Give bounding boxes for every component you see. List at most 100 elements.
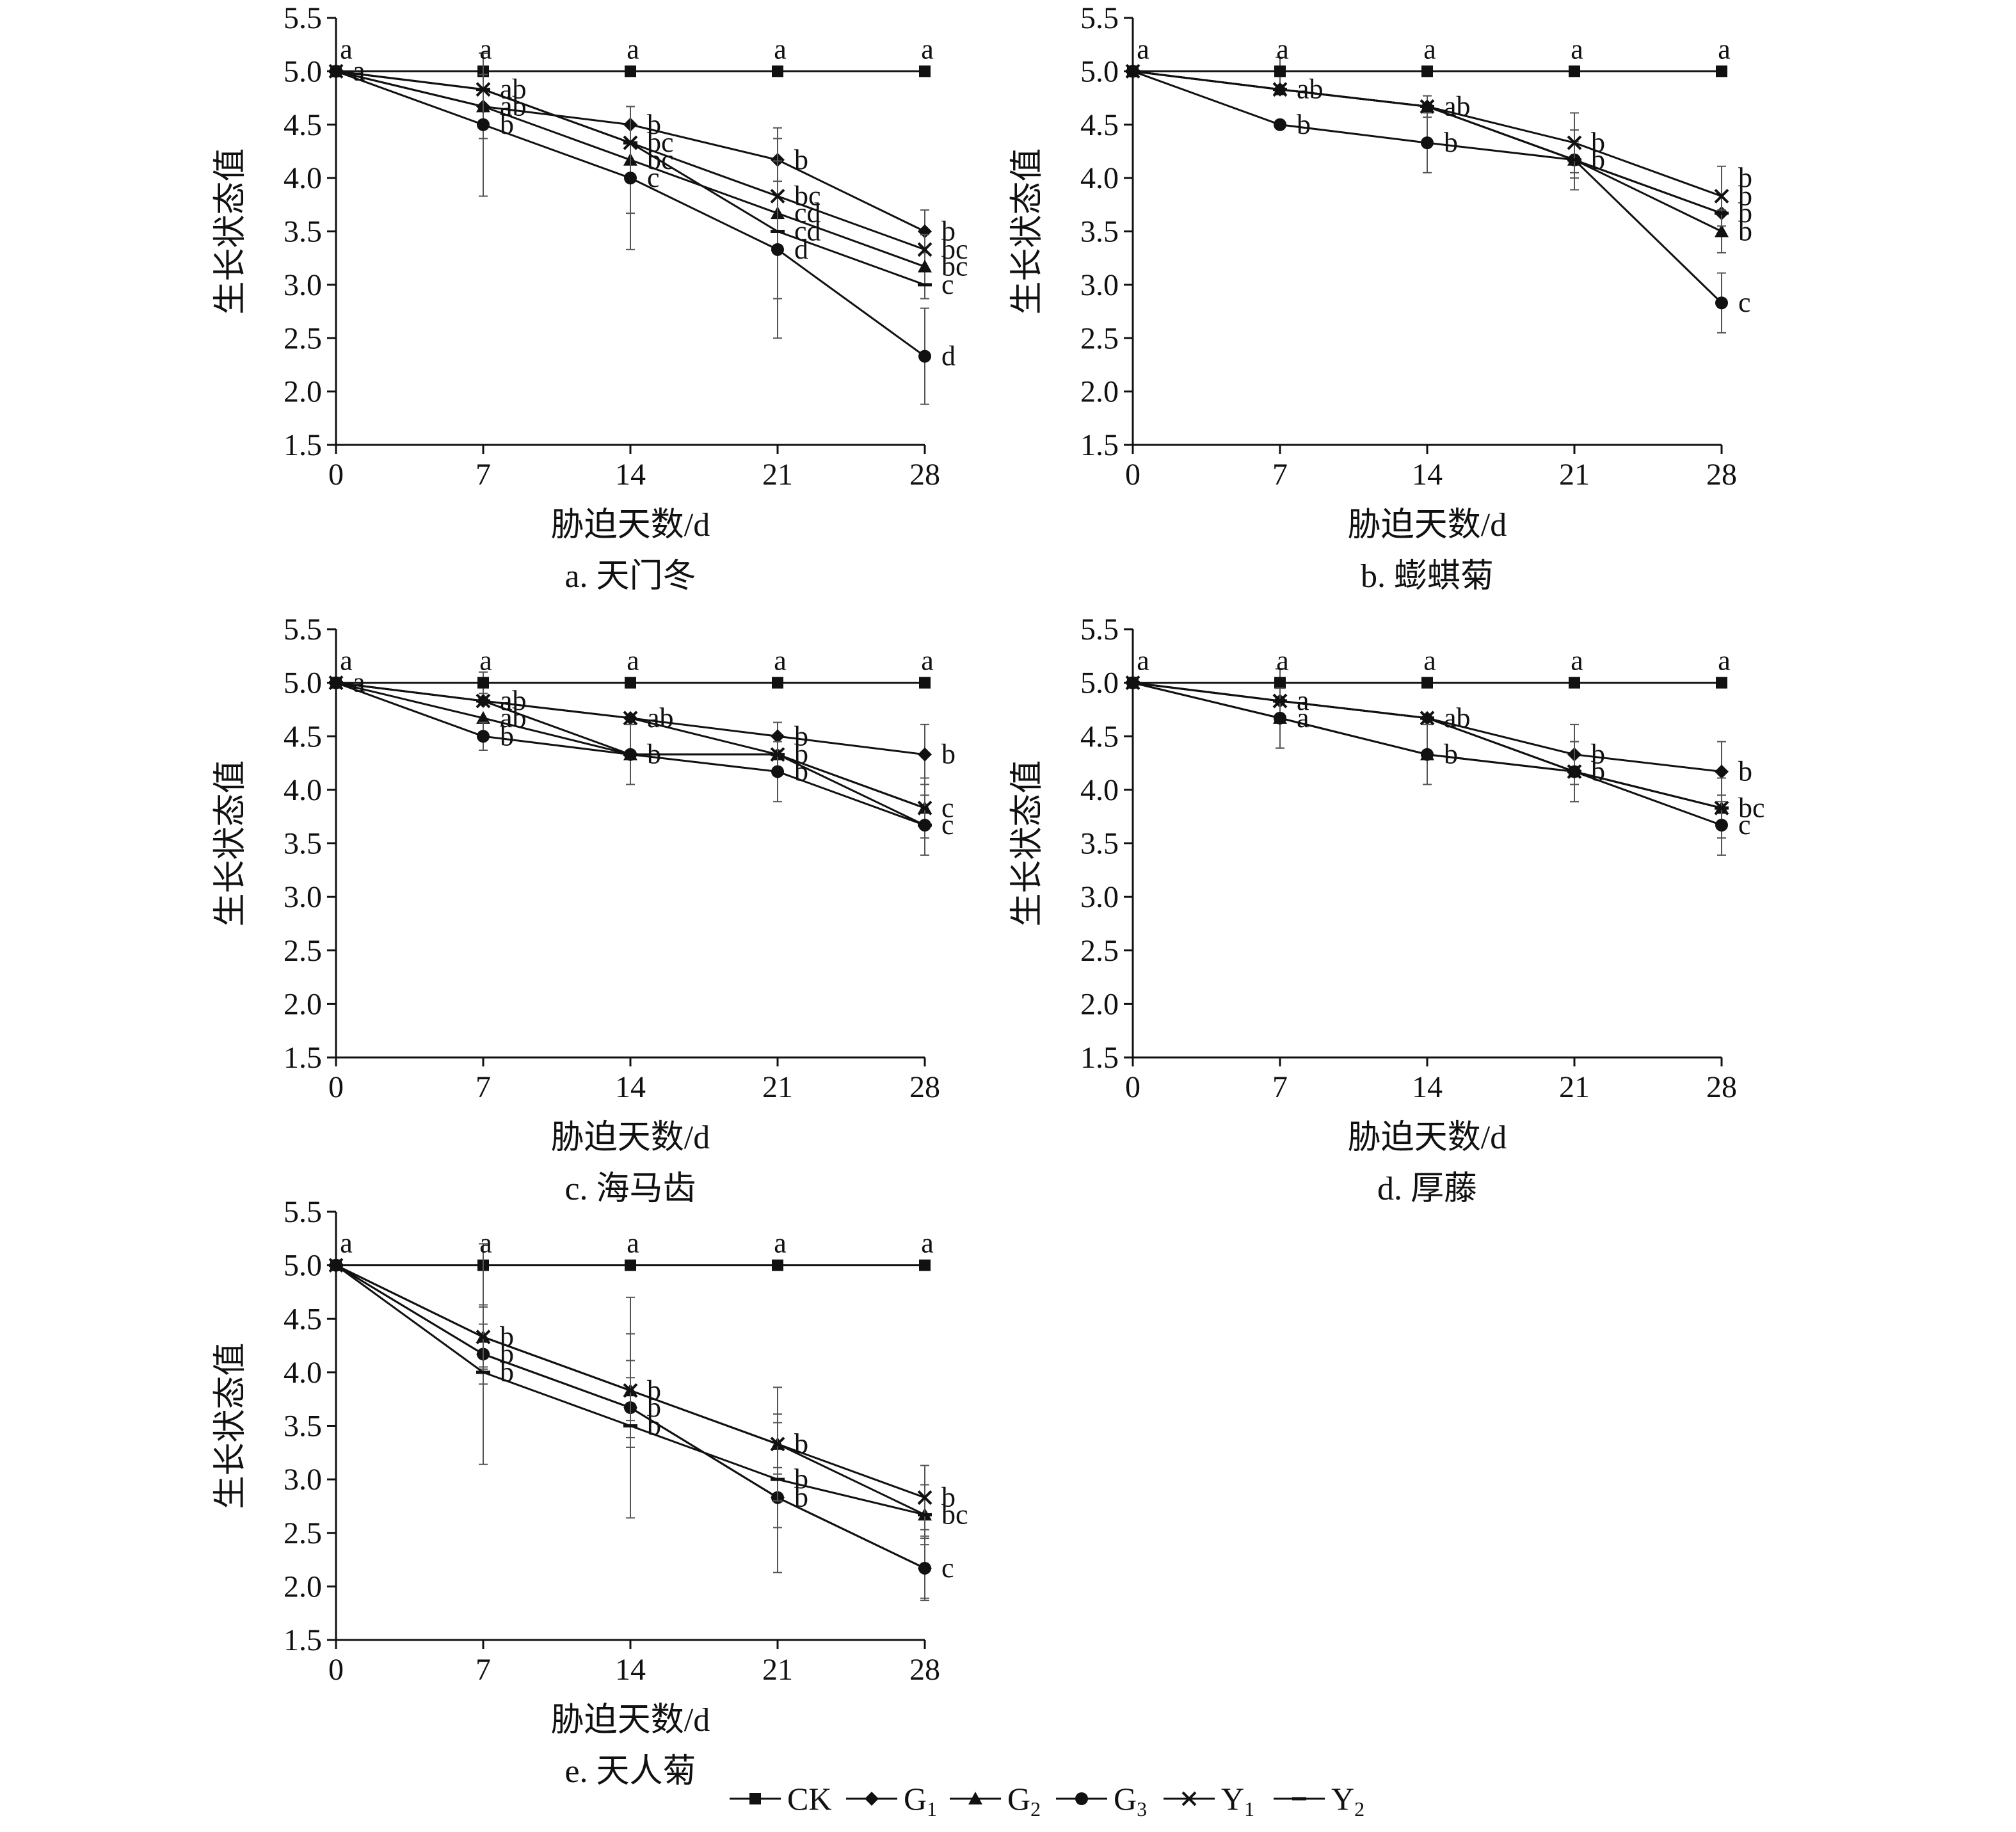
significance-letter: b <box>1591 755 1605 787</box>
y-tick-label: 5.0 <box>1080 54 1119 88</box>
significance-letter: b <box>647 1392 661 1423</box>
significance-letter: b <box>647 109 661 140</box>
y-tick-label: 2.5 <box>1080 934 1119 968</box>
y-tick-label: 4.5 <box>284 719 322 753</box>
significance-letter: bc <box>941 234 968 265</box>
data-point <box>1715 296 1728 310</box>
y-axis-title: 生长状态值 <box>212 1342 249 1509</box>
x-tick-label: 14 <box>615 458 646 492</box>
legend-item-Y1: Y1 <box>1164 1781 1254 1820</box>
significance-letter: b <box>1444 127 1458 158</box>
series-CK <box>330 1259 931 1271</box>
y-tick-label: 4.5 <box>1080 108 1119 142</box>
panel-c: 1.5 2.0 2.5 3.0 3.5 4.0 4.5 5.0 5.5 0 7 14 21 28 胁迫天数/… <box>212 613 956 1207</box>
y-tick-label: 5.5 <box>1080 1 1119 35</box>
data-point <box>477 730 490 743</box>
significance-letter: b <box>941 739 956 770</box>
data-point <box>1421 136 1434 150</box>
legend-marker <box>1075 1792 1088 1805</box>
series-CK <box>330 671 931 695</box>
data-point <box>1421 677 1433 689</box>
data-point <box>917 1490 932 1505</box>
y-tick-label: 5.5 <box>284 1195 322 1229</box>
significance-letter: b <box>1738 180 1752 211</box>
x-tick-label: 28 <box>1706 1070 1737 1104</box>
panel-caption: b. 蟛蜞菊 <box>1361 558 1494 595</box>
data-point <box>1715 224 1729 237</box>
significance-letter: ab <box>647 702 674 734</box>
significance-letter: bc <box>647 144 674 175</box>
y-tick-label: 2.0 <box>284 987 322 1021</box>
legend-marker <box>1181 1791 1197 1806</box>
data-point <box>1715 819 1728 832</box>
data-point <box>624 172 637 185</box>
data-point <box>919 65 931 77</box>
y-tick-label: 2.0 <box>284 1570 322 1603</box>
y-tick-label: 4.0 <box>1080 773 1119 807</box>
panel-a: 1.5 2.0 2.5 3.0 3.5 4.0 4.5 5.0 5.5 0 7 14 21 28 胁迫天数/… <box>212 1 968 595</box>
y-tick-label: 3.5 <box>1080 215 1119 249</box>
significance-letter: b <box>794 1428 808 1459</box>
x-axis-title: 胁迫天数/d <box>551 1702 710 1739</box>
significance-letter: a <box>1423 645 1436 677</box>
data-point <box>1567 135 1582 150</box>
significance-letter: ab <box>500 90 527 122</box>
data-point <box>772 677 783 689</box>
significance-letter: a <box>627 1228 639 1259</box>
series-CK <box>1127 56 1727 86</box>
x-axis-title: 胁迫天数/d <box>551 507 710 543</box>
significance-letter: b <box>794 144 808 175</box>
series-Y2 <box>329 1264 932 1516</box>
significance-letter: a <box>340 645 353 677</box>
data-point <box>476 711 490 724</box>
significance-letter: b <box>1591 127 1605 158</box>
significance-letter: b <box>794 1463 808 1495</box>
x-tick-label: 7 <box>476 458 491 492</box>
x-tick-label: 7 <box>1272 1070 1288 1104</box>
y-tick-label: 4.0 <box>284 161 322 195</box>
y-tick-label: 1.5 <box>284 428 322 462</box>
x-tick-label: 14 <box>1412 458 1443 492</box>
significance-letter: a <box>1137 33 1149 65</box>
data-point <box>918 1561 931 1575</box>
significance-letter: b <box>500 720 514 751</box>
significance-letter: a <box>1718 33 1731 65</box>
legend-label: G3 <box>1114 1781 1147 1820</box>
x-tick-label: 28 <box>909 458 940 492</box>
series-Y2 <box>329 69 932 287</box>
significance-letter: d <box>941 341 956 372</box>
data-point <box>477 677 489 689</box>
data-point <box>1569 65 1580 77</box>
significance-letter: b <box>794 1428 808 1459</box>
legend-label: G1 <box>904 1781 937 1820</box>
significance-letter: c <box>941 809 954 840</box>
data-point <box>918 259 932 273</box>
y-tick-label: 3.0 <box>284 268 322 302</box>
data-point <box>770 189 785 204</box>
x-axis-title: 胁迫天数/d <box>551 1120 710 1156</box>
y-axis-title: 生长状态值 <box>1009 148 1046 314</box>
y-tick-label: 3.0 <box>1080 268 1119 302</box>
significance-letter: a <box>627 645 639 677</box>
data-point <box>772 65 783 77</box>
significance-letter: a <box>921 33 934 65</box>
y-tick-label: 2.5 <box>284 1516 322 1550</box>
y-axis-title: 生长状态值 <box>212 148 249 314</box>
legend-label: CK <box>787 1781 831 1817</box>
data-point <box>625 677 636 689</box>
data-point <box>625 65 636 77</box>
x-tick-label: 21 <box>762 458 793 492</box>
significance-letter: ab <box>1297 74 1324 105</box>
data-point <box>1569 677 1580 689</box>
significance-letter: b <box>941 1482 956 1513</box>
y-tick-label: 4.0 <box>284 1356 322 1390</box>
y-tick-label: 2.0 <box>1080 987 1119 1021</box>
significance-letter: c <box>941 1552 954 1584</box>
significance-letter: b <box>941 216 956 247</box>
legend-subscript: 3 <box>1137 1797 1147 1820</box>
data-point <box>477 118 490 131</box>
y-tick-label: 4.0 <box>1080 161 1119 195</box>
y-tick-label: 5.5 <box>284 1 322 35</box>
legend-label: G2 <box>1007 1781 1041 1820</box>
